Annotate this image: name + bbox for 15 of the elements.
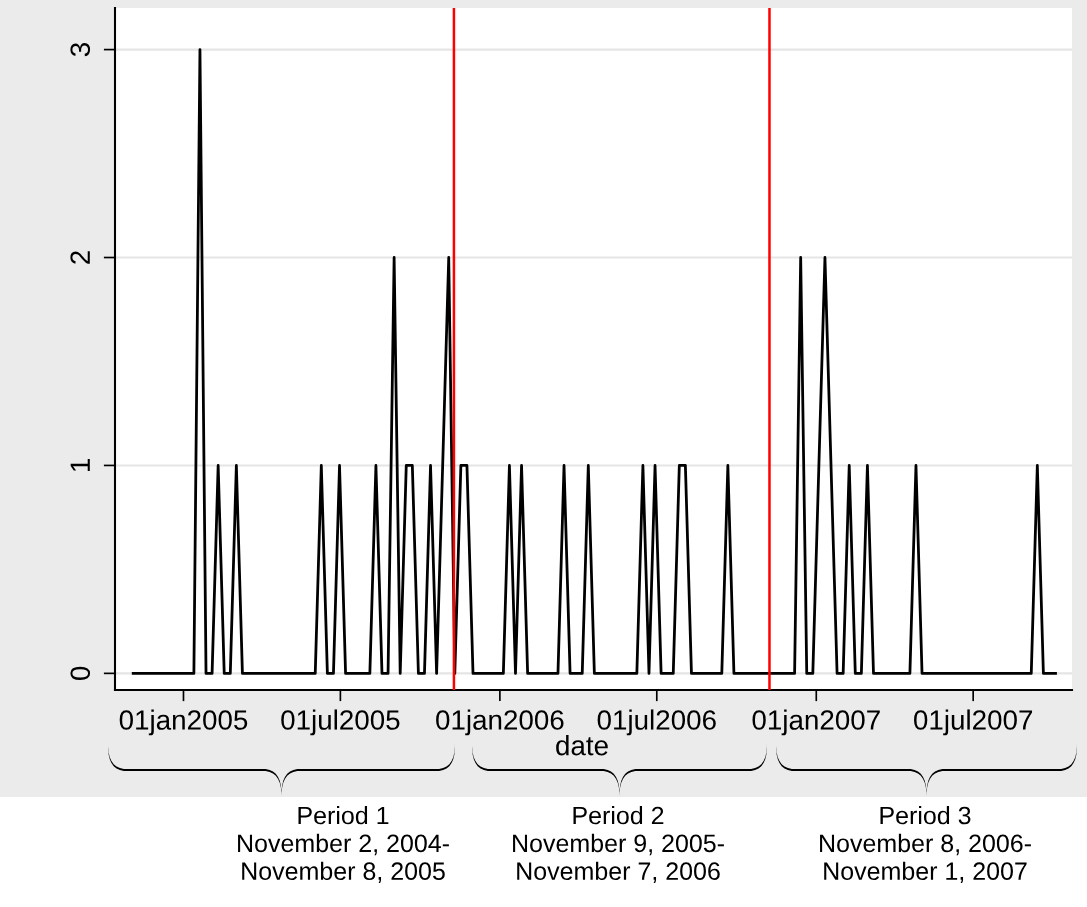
x-tick-label: 01jul2006 bbox=[597, 709, 716, 736]
y-tick-label: 3 bbox=[70, 43, 91, 57]
y-tick-label: 0 bbox=[70, 666, 91, 680]
x-tick-label: 01jul2007 bbox=[914, 709, 1033, 736]
text: Period 3 November 8, 2006- November 1, 2007 bbox=[820, 806, 1031, 883]
y-tick-label: 1 bbox=[70, 459, 90, 472]
x-tick-label: 01jan2007 bbox=[752, 709, 880, 736]
x-tick-label: 01jan2005 bbox=[119, 709, 248, 736]
text: Period 2 November 9, 2005- November 7, 2006 bbox=[513, 806, 724, 883]
x-axis-title: date bbox=[556, 735, 608, 756]
line-series bbox=[131, 48, 1057, 675]
y-tick-label: 2 bbox=[70, 251, 90, 264]
text: Period 1 November 2, 2004- November 8, 2005 bbox=[238, 806, 449, 883]
x-tick-label: 01jan2006 bbox=[436, 709, 564, 736]
x-tick-label: 01jul2005 bbox=[281, 709, 400, 736]
